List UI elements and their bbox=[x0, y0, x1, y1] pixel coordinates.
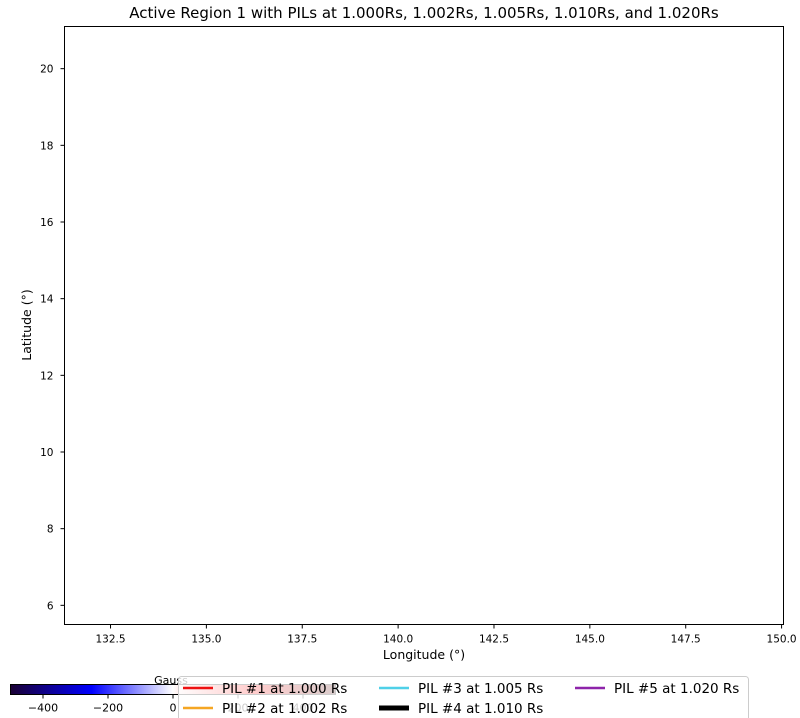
colorbar-tick-label: −200 bbox=[93, 702, 123, 715]
legend-label-4: PIL #4 at 1.010 Rs bbox=[418, 701, 543, 717]
y-tick-label: 8 bbox=[47, 524, 54, 536]
x-tick-label: 132.5 bbox=[95, 634, 125, 646]
x-axis-label: Longitude (°) bbox=[383, 647, 465, 662]
y-tick-label: 20 bbox=[40, 64, 53, 76]
legend-label-5: PIL #5 at 1.020 Rs bbox=[614, 681, 739, 697]
y-tick-label: 18 bbox=[40, 140, 53, 152]
legend-items: PIL #1 at 1.000 Rs PIL #2 at 1.002 Rs PIL … bbox=[183, 681, 739, 717]
x-tick-label: 135.0 bbox=[191, 634, 221, 646]
x-tick-label: 147.5 bbox=[671, 634, 701, 646]
y-tick-label: 14 bbox=[40, 294, 54, 306]
y-axis-label: Latitude (°) bbox=[19, 289, 34, 360]
y-axis-ticks: 6 8 10 12 14 16 18 20 bbox=[40, 64, 65, 612]
chart-title: Active Region 1 with PILs at 1.000Rs, 1.… bbox=[129, 4, 719, 22]
colorbar-tick-label: 0 bbox=[170, 702, 177, 715]
y-tick-label: 10 bbox=[40, 447, 53, 459]
y-tick-label: 12 bbox=[40, 370, 53, 382]
legend bbox=[178, 676, 749, 718]
x-tick-label: 140.0 bbox=[383, 634, 413, 646]
legend-label-1: PIL #1 at 1.000 Rs bbox=[222, 681, 347, 697]
plot-area bbox=[64, 26, 784, 625]
x-tick-label: 142.5 bbox=[479, 634, 509, 646]
x-tick-label: 150.0 bbox=[767, 634, 797, 646]
x-tick-label: 145.0 bbox=[575, 634, 605, 646]
legend-label-2: PIL #2 at 1.002 Rs bbox=[222, 701, 347, 717]
x-axis-ticks: 132.5 135.0 137.5 140.0 142.5 145.0 147.5 150.0 bbox=[95, 624, 797, 646]
legend-label-3: PIL #3 at 1.005 Rs bbox=[418, 681, 543, 697]
y-tick-label: 6 bbox=[47, 600, 54, 612]
y-tick-label: 16 bbox=[40, 217, 54, 229]
colorbar-tick-label: −400 bbox=[28, 702, 58, 715]
x-tick-label: 137.5 bbox=[287, 634, 317, 646]
